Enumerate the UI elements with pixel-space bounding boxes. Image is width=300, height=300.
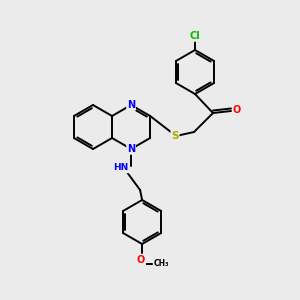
Text: Cl: Cl: [190, 31, 200, 41]
Text: O: O: [233, 105, 241, 115]
Text: O: O: [137, 255, 145, 265]
Text: N: N: [127, 100, 135, 110]
Text: HN: HN: [113, 164, 129, 172]
Text: N: N: [127, 144, 135, 154]
Text: S: S: [171, 131, 179, 141]
Text: CH₃: CH₃: [153, 260, 169, 268]
